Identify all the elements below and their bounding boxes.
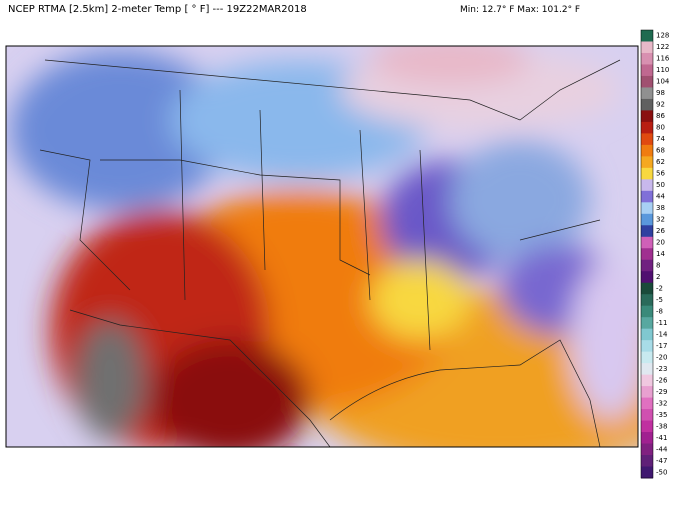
colorbar-swatch	[641, 167, 653, 180]
colorbar-swatch	[641, 190, 653, 203]
colorbar-label: 104	[656, 78, 670, 86]
colorbar-swatch	[641, 41, 653, 54]
colorbar-swatch	[641, 271, 653, 284]
colorbar-label: -17	[656, 342, 667, 350]
colorbar-label: 116	[656, 55, 670, 63]
colorbar-swatch	[641, 87, 653, 100]
colorbar-label: 20	[656, 239, 665, 247]
colorbar-label: 68	[656, 147, 665, 155]
colorbar-swatch	[641, 121, 653, 134]
colorbar-swatch	[641, 443, 653, 456]
colorbar-swatch	[641, 386, 653, 399]
title: NCEP RTMA [2.5km] 2-meter Temp [ ° F] --…	[8, 4, 307, 15]
colorbar-label: 38	[656, 204, 665, 212]
colorbar-frame	[640, 29, 654, 479]
colorbar-swatch	[641, 328, 653, 341]
colorbar-label: 74	[656, 135, 665, 143]
colorbar-label: -14	[656, 330, 668, 338]
colorbar-swatch	[641, 156, 653, 169]
colorbar-swatch	[641, 64, 653, 77]
map	[6, 46, 638, 447]
colorbar-swatch	[641, 432, 653, 445]
colorbar-label: 32	[656, 216, 665, 224]
colorbar-swatch	[641, 248, 653, 261]
colorbar-swatch	[641, 466, 653, 479]
colorbar-label: -50	[656, 468, 667, 476]
colorbar-label: -29	[656, 388, 667, 396]
colorbar-swatch	[641, 75, 653, 88]
colorbar-label: -44	[656, 445, 668, 453]
colorbar-label: 2	[656, 273, 660, 281]
colorbar-label: 26	[656, 227, 665, 235]
colorbar-swatch	[641, 409, 653, 422]
colorbar-label: 86	[656, 112, 665, 120]
colorbar-swatch	[641, 52, 653, 65]
colorbar-label: 44	[656, 193, 665, 201]
colorbar-swatch	[641, 282, 653, 295]
colorbar: 128 122 116 110 104 98 92 86 80 74 68 62 56 50 44 38 32 2…	[640, 29, 670, 479]
colorbar-label: -8	[656, 307, 663, 315]
colorbar-label: 56	[656, 170, 665, 178]
colorbar-swatch	[641, 110, 653, 123]
colorbar-swatch	[641, 455, 653, 468]
colorbar-swatch	[641, 397, 653, 410]
colorbar-label: -32	[656, 399, 667, 407]
colorbar-swatch	[641, 236, 653, 249]
colorbar-swatch	[641, 98, 653, 111]
min-max: Min: 12.7° F Max: 101.2° F	[460, 5, 580, 15]
colorbar-label: 98	[656, 89, 665, 97]
temperature-field	[10, 46, 638, 447]
colorbar-label: -26	[656, 376, 668, 384]
colorbar-swatch	[641, 179, 653, 192]
colorbar-label: 62	[656, 158, 665, 166]
colorbar-label: -20	[656, 353, 667, 361]
colorbar-label: 92	[656, 101, 665, 109]
colorbar-swatch	[641, 363, 653, 376]
borders	[39, 59, 621, 447]
colorbar-label: 80	[656, 124, 665, 132]
colorbar-label: -38	[656, 422, 667, 430]
colorbar-label: -5	[656, 296, 663, 304]
map-frame	[5, 45, 639, 448]
colorbar-label: 128	[656, 32, 669, 40]
colorbar-swatch	[641, 259, 653, 272]
colorbar-label: 8	[656, 261, 660, 269]
colorbar-label: -2	[656, 284, 663, 292]
colorbar-swatch	[641, 351, 653, 364]
colorbar-swatch	[641, 202, 653, 215]
colorbar-swatch	[641, 144, 653, 157]
colorbar-label: 50	[656, 181, 665, 189]
colorbar-swatch	[641, 340, 653, 353]
colorbar-swatch	[641, 225, 653, 238]
colorbar-label: -23	[656, 365, 667, 373]
colorbar-label: -47	[656, 457, 667, 465]
colorbar-swatch	[641, 317, 653, 330]
colorbar-label: 122	[656, 43, 669, 51]
colorbar-swatch	[641, 213, 653, 226]
colorbar-label: 14	[656, 250, 665, 258]
colorbar-swatch	[641, 133, 653, 146]
colorbar-swatch	[641, 294, 653, 307]
colorbar-label: -11	[656, 319, 667, 327]
colorbar-swatch	[641, 305, 653, 318]
colorbar-label: 110	[656, 66, 669, 74]
colorbar-swatch	[641, 374, 653, 387]
colorbar-label: -35	[656, 411, 667, 419]
colorbar-swatch	[641, 420, 653, 433]
colorbar-swatch	[641, 30, 653, 42]
colorbar-label: -41	[656, 434, 667, 442]
